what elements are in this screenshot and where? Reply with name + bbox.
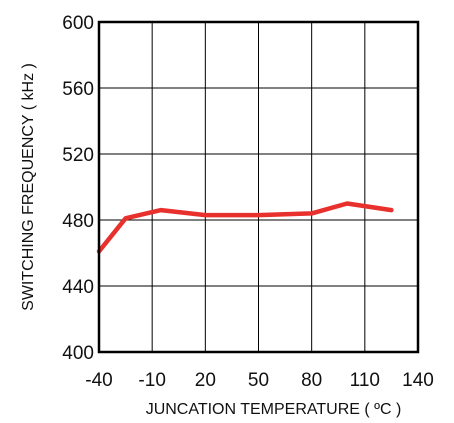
x-tick-label: 50 bbox=[248, 370, 269, 391]
plot-frame bbox=[97, 20, 420, 354]
x-tick-label: 140 bbox=[402, 370, 434, 391]
y-tick-label: 560 bbox=[62, 79, 94, 100]
x-tick-labels: -40 -10 20 50 80 110 140 bbox=[85, 370, 434, 391]
x-axis-label: JUNCATION TEMPERATURE ( ºC ) bbox=[146, 401, 402, 418]
y-tick-label: 520 bbox=[62, 145, 94, 166]
y-tick-label: 480 bbox=[62, 211, 94, 232]
x-tick-label: 110 bbox=[350, 370, 380, 391]
y-tick-label: 600 bbox=[62, 13, 94, 34]
x-tick-label: 20 bbox=[195, 370, 216, 391]
x-tick-label: -10 bbox=[138, 370, 165, 391]
x-tick-label: 80 bbox=[301, 370, 322, 391]
y-tick-label: 400 bbox=[62, 343, 94, 364]
y-tick-label: 440 bbox=[62, 277, 94, 298]
y-tick-labels: 400 440 480 520 560 600 bbox=[62, 13, 94, 364]
series-layer bbox=[96, 201, 394, 254]
grid bbox=[99, 22, 418, 352]
y-axis-label: SWITCHING FREQUENCY ( kHz ) bbox=[20, 63, 37, 311]
series-line bbox=[96, 201, 394, 254]
x-tick-label: -40 bbox=[85, 370, 112, 391]
